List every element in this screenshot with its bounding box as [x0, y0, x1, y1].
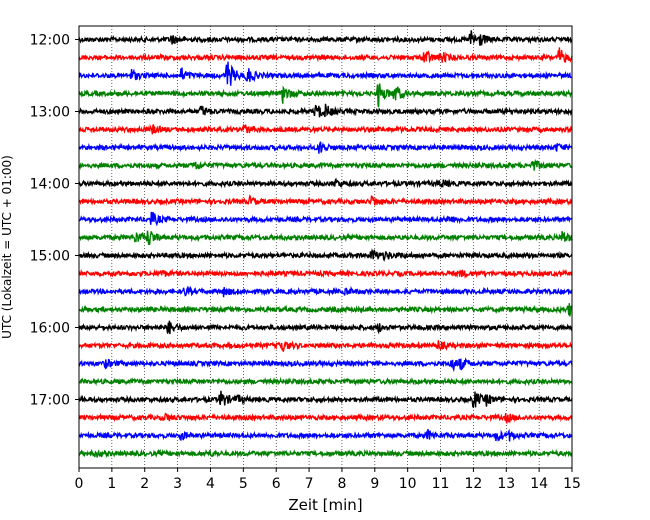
trace-line — [78, 448, 573, 459]
x-tick-label: 9 — [370, 476, 379, 492]
x-tick-label: 2 — [140, 476, 149, 492]
trace-line — [78, 193, 573, 207]
trace-line — [78, 30, 573, 46]
trace-line — [78, 103, 573, 118]
x-tick-label: 7 — [305, 476, 314, 492]
plot-frame — [78, 25, 573, 469]
x-tick-label: 14 — [530, 476, 548, 492]
x-tick-label: 12 — [464, 476, 482, 492]
trace-line — [78, 285, 573, 298]
x-axis-label: Zeit [min] — [288, 496, 362, 514]
x-tick-label: 4 — [206, 476, 215, 492]
trace-line — [78, 428, 573, 442]
trace-line — [78, 230, 573, 245]
x-tick-label: 13 — [497, 476, 515, 492]
trace-line — [78, 141, 573, 154]
x-axis-ticks: 0 1 2 3 4 5 6 7 8 9 10 11 12 13 14 15 — [75, 468, 581, 492]
trace-line — [78, 47, 573, 64]
trace-line — [78, 177, 573, 189]
x-tick-label: 11 — [432, 476, 450, 492]
trace-line — [78, 248, 573, 262]
y-tick-label: 16:00 — [30, 321, 70, 337]
y-tick-label: 15:00 — [30, 249, 70, 265]
trace-line — [78, 357, 573, 373]
trace-line — [78, 123, 573, 135]
x-tick-label: 5 — [239, 476, 248, 492]
trace-line — [78, 376, 573, 387]
trace-line — [78, 412, 573, 425]
y-tick-label: 12:00 — [30, 33, 70, 49]
y-tick-label: 13:00 — [30, 105, 70, 121]
trace-line — [78, 61, 573, 86]
x-tick-label: 0 — [75, 476, 84, 492]
x-tick-label: 8 — [337, 476, 346, 492]
x-tick-label: 15 — [563, 476, 581, 492]
y-tick-label: 17:00 — [30, 393, 70, 409]
trace-line — [78, 320, 573, 335]
y-axis-label: UTC (Lokalzeit = UTC + 01:00) — [0, 155, 14, 339]
trace-line — [78, 83, 573, 108]
y-tick-label: 14:00 — [30, 177, 70, 193]
x-tick-label: 6 — [272, 476, 281, 492]
seismic-traces — [78, 30, 573, 459]
x-tick-label: 10 — [399, 476, 417, 492]
trace-line — [78, 303, 573, 317]
trace-line — [78, 211, 573, 227]
trace-line — [78, 268, 573, 279]
y-axis-ticks: 12:00 13:00 14:00 15:00 16:00 17:00 — [30, 33, 79, 409]
trace-line — [78, 390, 573, 409]
trace-line — [78, 158, 573, 171]
x-tick-label: 3 — [173, 476, 182, 492]
trace-line — [78, 340, 573, 352]
x-tick-label: 1 — [107, 476, 116, 492]
